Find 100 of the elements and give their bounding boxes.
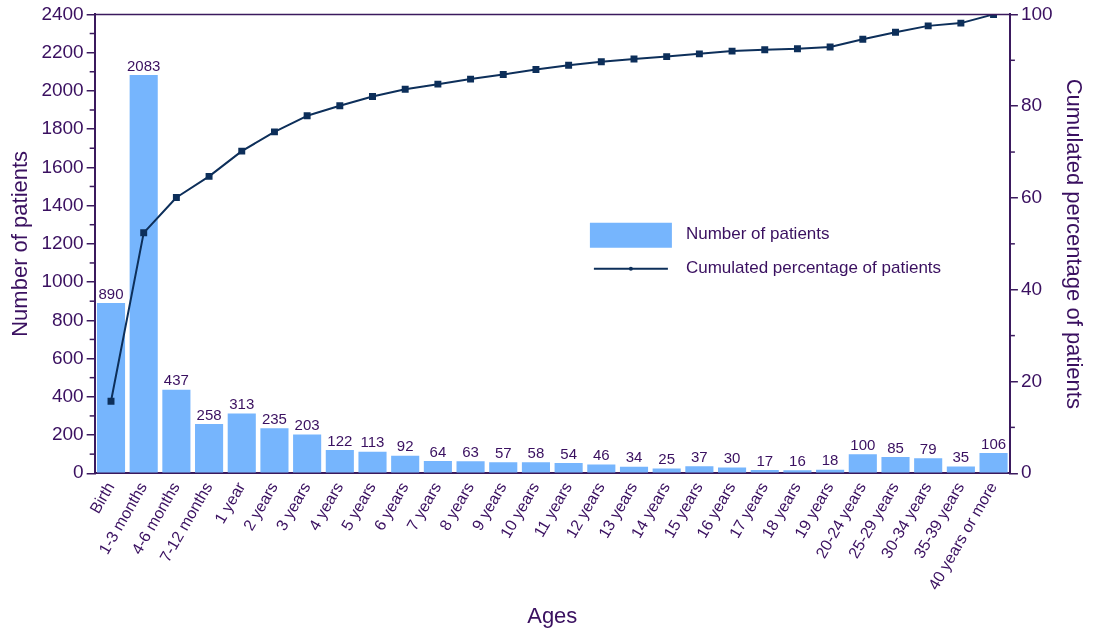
bar	[783, 470, 812, 473]
point	[467, 75, 475, 83]
data-label: 58	[527, 443, 545, 461]
y-axis-title: Number of patients	[7, 150, 33, 337]
point	[695, 50, 703, 58]
point	[663, 53, 671, 61]
point	[303, 112, 311, 120]
point	[957, 19, 965, 27]
bar	[489, 462, 518, 473]
y-tick-label: 200	[51, 423, 84, 445]
bar	[946, 466, 975, 473]
data-label: 2083	[127, 56, 161, 74]
point	[630, 55, 638, 63]
data-label: 235	[261, 409, 287, 427]
point	[532, 65, 540, 73]
bar	[521, 462, 550, 473]
data-label: 17	[756, 451, 774, 469]
point	[924, 22, 932, 30]
y-tick-label: 1000	[41, 270, 84, 292]
bar	[227, 413, 256, 473]
y-tick-label: 2000	[41, 79, 84, 101]
y-tick-label: 2400	[41, 2, 84, 24]
point	[270, 128, 278, 136]
bar	[129, 75, 158, 473]
bar	[423, 461, 452, 473]
point	[597, 58, 605, 66]
y-tick-label: 600	[51, 346, 84, 368]
data-label: 85	[887, 438, 904, 456]
data-label: 890	[98, 284, 124, 302]
y2-tick-label: 100	[1020, 2, 1053, 24]
x-axis-title: Ages	[527, 602, 578, 628]
y2-tick-label: 20	[1020, 369, 1043, 391]
data-label: 258	[196, 405, 222, 423]
bar	[816, 469, 845, 473]
bar	[391, 455, 420, 473]
data-label: 34	[625, 448, 643, 466]
point	[761, 46, 769, 54]
bar	[914, 458, 943, 473]
bar	[325, 449, 354, 473]
bar	[260, 428, 289, 473]
data-label: 63	[462, 442, 479, 460]
data-label: 203	[294, 416, 320, 434]
bar	[718, 467, 747, 473]
data-label: 18	[821, 451, 839, 469]
bar	[685, 466, 714, 473]
bar	[554, 462, 583, 473]
point	[205, 172, 213, 180]
data-label: 37	[691, 447, 708, 465]
bar	[881, 457, 910, 473]
y2-tick-label: 0	[1020, 461, 1032, 483]
data-label: 113	[360, 433, 385, 451]
point	[565, 61, 573, 69]
bar	[979, 453, 1008, 473]
legend-label: Cumulated percentage of patients	[685, 258, 942, 278]
y-tick-label: 1600	[41, 155, 84, 177]
y2-tick-label: 60	[1020, 186, 1043, 208]
point	[369, 93, 376, 101]
point	[728, 47, 736, 55]
point	[793, 45, 801, 53]
y-tick-label: 2200	[41, 40, 84, 62]
data-label: 100	[850, 435, 876, 453]
data-label: 64	[429, 442, 447, 460]
y2-tick-label: 40	[1020, 277, 1043, 299]
point	[892, 28, 899, 36]
point	[434, 80, 442, 88]
bar	[587, 464, 616, 473]
data-label: 92	[396, 437, 414, 455]
data-label: 35	[952, 448, 970, 466]
bar	[619, 466, 649, 473]
bar	[456, 461, 485, 473]
data-label: 46	[592, 446, 610, 464]
point	[336, 102, 344, 110]
bar	[96, 303, 126, 473]
y2-axis-title: Cumulated percentage of patients	[1061, 78, 1087, 409]
point	[172, 194, 180, 201]
y-tick-label: 0	[73, 461, 84, 483]
bar	[848, 454, 877, 473]
point	[826, 43, 834, 51]
y-tick-label: 1400	[41, 193, 84, 215]
data-label: 79	[919, 439, 937, 457]
y-tick-label: 1200	[41, 232, 84, 254]
y-tick-label: 1800	[41, 117, 84, 139]
data-label: 30	[723, 449, 741, 467]
point	[107, 397, 115, 405]
y2-tick-label: 80	[1020, 94, 1043, 116]
data-label: 16	[789, 451, 806, 469]
point	[238, 147, 246, 155]
legend-label: Number of patients	[685, 224, 830, 244]
y-tick-label: 800	[51, 308, 84, 330]
data-label: 57	[494, 444, 512, 462]
data-label: 313	[229, 395, 255, 413]
data-label: 54	[560, 444, 577, 462]
bar	[293, 434, 322, 473]
point	[499, 71, 507, 78]
bar	[162, 389, 191, 473]
point	[140, 229, 148, 237]
point	[401, 85, 409, 93]
data-label: 437	[163, 371, 189, 389]
y-tick-label: 400	[51, 385, 84, 407]
point	[859, 35, 867, 43]
